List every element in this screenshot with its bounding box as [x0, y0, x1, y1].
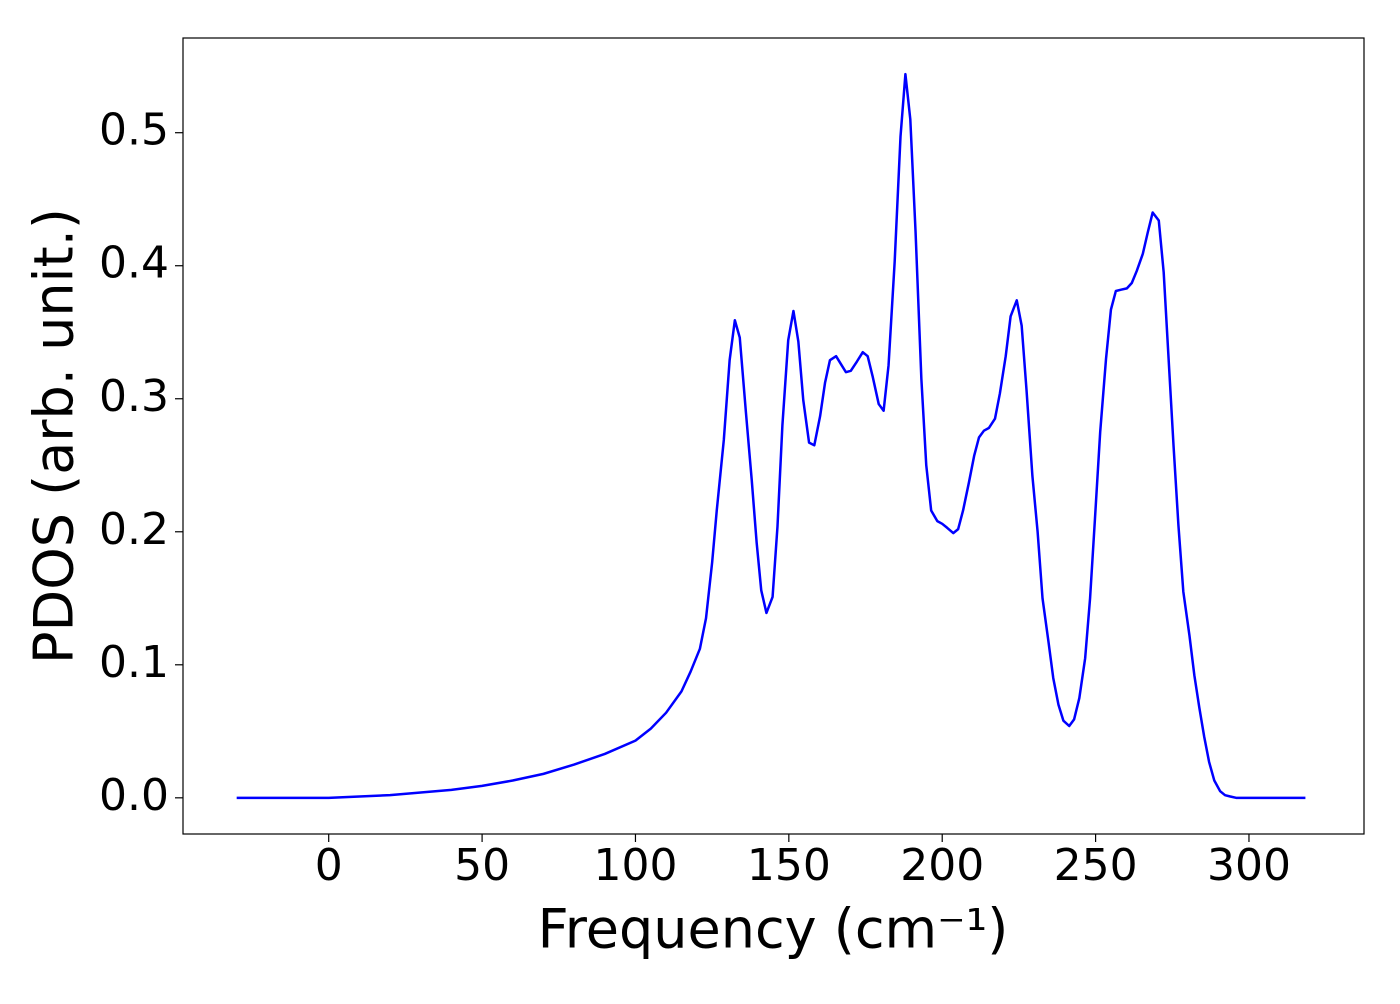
x-tick-label: 200	[900, 840, 984, 891]
x-tick-label: 250	[1054, 840, 1138, 891]
plot-frame	[182, 37, 1365, 835]
line	[236, 72, 1306, 800]
x-tick-label: 300	[1207, 840, 1291, 891]
x-tick-label: 100	[593, 840, 677, 891]
y-tick-label: 0.1	[99, 637, 169, 688]
y-tick-label: 0.5	[99, 105, 169, 156]
y-tick-label: 0.3	[99, 371, 169, 422]
x-tick-label: 0	[315, 840, 343, 891]
y-tick-label: 0.0	[99, 770, 169, 821]
x-axis-label: Frequency (cm⁻¹)	[538, 898, 1009, 961]
x-tick-label: 50	[454, 840, 510, 891]
y-tick-label: 0.4	[99, 238, 169, 289]
y-axis-label: PDOS (arb. unit.)	[23, 208, 86, 664]
x-tick-label: 150	[747, 840, 831, 891]
y-tick-label: 0.2	[99, 504, 169, 555]
